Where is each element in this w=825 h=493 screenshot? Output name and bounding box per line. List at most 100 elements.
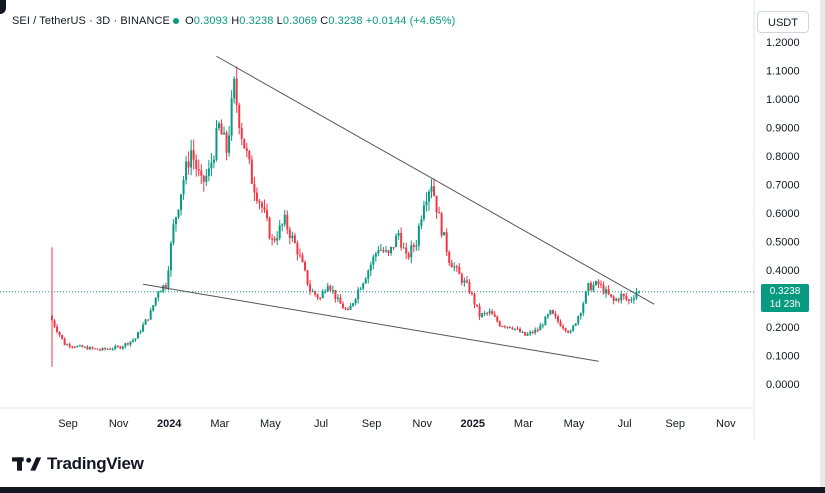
candle-body [511,328,514,330]
candle-body [68,344,71,347]
candle-body [574,323,577,326]
low-label: L [276,15,283,27]
candle-body [541,325,544,327]
candle-body [496,316,499,322]
symbol-title[interactable]: SEI / TetherUS · 3D · BINANCE [12,15,170,27]
candle-body [329,285,332,291]
candle-body [410,245,413,258]
y-tick-label: 0.8000 [766,151,800,163]
candle-body [152,305,155,311]
candle-body [210,162,213,169]
x-tick-label: Nov [109,418,129,430]
candle-body [266,209,269,218]
candle-body [263,207,266,210]
y-tick-label: 1.0000 [766,94,800,106]
candle-body [627,299,630,301]
candle-body [524,331,527,336]
candle-body [273,238,276,241]
candle-body [230,98,233,136]
y-tick-label: 0.9000 [766,123,800,135]
candle-body [306,270,309,285]
candle-body [268,217,271,239]
candle-body [253,183,256,193]
candle-body [572,325,575,331]
candle-body [354,299,357,304]
candle-body [617,298,620,301]
candle-body [73,346,76,348]
candle-body [304,262,306,271]
candle-body [397,232,400,236]
candle-body [225,132,228,153]
candle-body [402,247,405,249]
symbol-legend: SEI / TetherUS · 3D · BINANCE O0.3093 H0… [12,15,455,27]
candle-body [334,289,337,299]
x-tick-label: May [260,418,281,430]
y-tick-label: 1.1000 [766,66,800,78]
candle-body [493,314,496,317]
open-value: 0.3093 [193,15,229,27]
candle-body [104,348,107,350]
candle-body [592,284,595,291]
candle-body [220,123,223,135]
candle-body [481,313,484,317]
candle-body [374,253,377,257]
candle-body [260,202,263,208]
candle-body [205,175,208,182]
candle-body [240,127,243,139]
candle-body [435,195,438,213]
candle-body [347,309,350,311]
candle-body [501,326,504,328]
currency-button[interactable]: USDT [757,11,809,33]
candle-body [584,291,587,304]
candle-body [124,343,127,347]
candle-body [607,289,610,295]
candle-body [513,328,516,330]
candle-body [612,296,615,301]
candle-body [291,235,294,239]
candle-body [66,344,69,346]
high-value: 0.3238 [239,15,274,27]
candle-body [600,284,603,286]
bar-countdown: 1d 23h [769,299,801,310]
candle-body [508,326,511,329]
candle-body [450,262,453,268]
candle-body [622,293,625,297]
candle-body [339,297,342,304]
candle-body [139,331,142,333]
tradingview-logo[interactable]: TradingView [12,453,144,475]
candle-body [453,266,456,268]
candle-body [61,334,64,339]
y-axis-ticks: 1.2000 1.1000 1.0000 0.9000 0.8000 0.7000 0.60… [766,37,800,391]
candle-body [91,347,94,349]
candle-body [440,213,443,236]
candle-body [420,219,423,226]
candle-body [587,282,590,292]
candle-body [217,123,220,129]
right-edge [820,0,825,487]
x-axis-ticks: Sep Nov 2024 Mar May Jul Sep Nov 2025 Mar May Jul Se… [58,418,736,430]
candle-body [352,303,355,306]
candles [51,66,640,367]
trendlines[interactable] [142,55,655,362]
candle-body [468,282,471,293]
candle-body [121,346,124,349]
candle-body [412,245,415,247]
tradingview-logo-icon [12,457,42,471]
candle-body [238,104,241,128]
candle-body [81,345,84,348]
candle-body [223,132,226,135]
candle-body [417,225,420,246]
x-tick-label: Mar [514,418,533,430]
candle-body [180,194,183,210]
candle-body [76,345,79,348]
candle-body [536,329,539,331]
open-label: O [185,15,194,27]
candle-body [427,191,430,202]
candle-body [235,78,238,105]
candle-body [476,304,479,307]
candle-body [582,303,585,314]
top-clip [0,0,825,6]
candle-body [197,169,200,171]
candle-body [53,320,56,327]
